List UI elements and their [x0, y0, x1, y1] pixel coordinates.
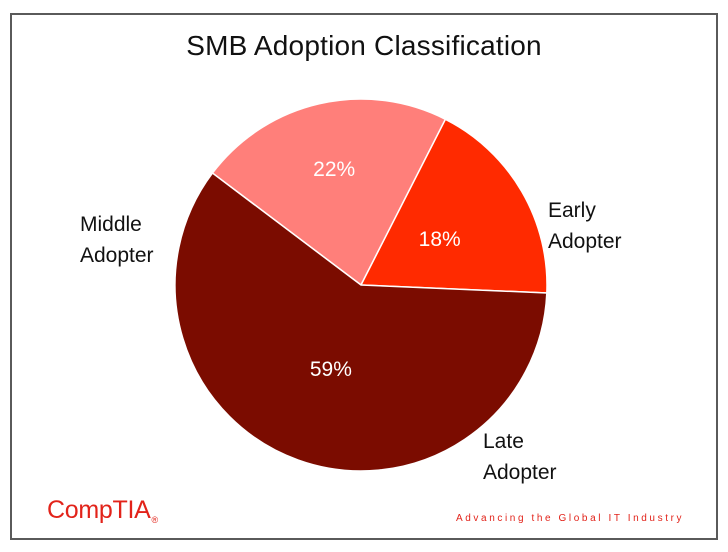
- comptia-logo: CompTIA®: [47, 496, 158, 525]
- chart-title: SMB Adoption Classification: [186, 30, 542, 61]
- pie-slice-late-adopter: [359, 118, 548, 294]
- logo-registered-mark: ®: [151, 515, 158, 525]
- data-label-late-adopter: 18%: [419, 228, 461, 251]
- data-label-early-adopter: 22%: [313, 158, 355, 181]
- logo-text: CompTIA: [47, 496, 151, 524]
- category-label-early-adopter: Early Adopter: [548, 199, 622, 253]
- tagline: Advancing the Global IT Industry: [456, 513, 685, 524]
- pie-slice-early-adopter: [211, 98, 447, 287]
- category-label-middle-adopter: Middle Adopter: [80, 213, 154, 267]
- category-label-late-adopter: Late Adopter: [483, 430, 557, 484]
- data-label-middle-adopter: 59%: [310, 358, 352, 381]
- pie-slice-middle-adopter: [174, 172, 548, 472]
